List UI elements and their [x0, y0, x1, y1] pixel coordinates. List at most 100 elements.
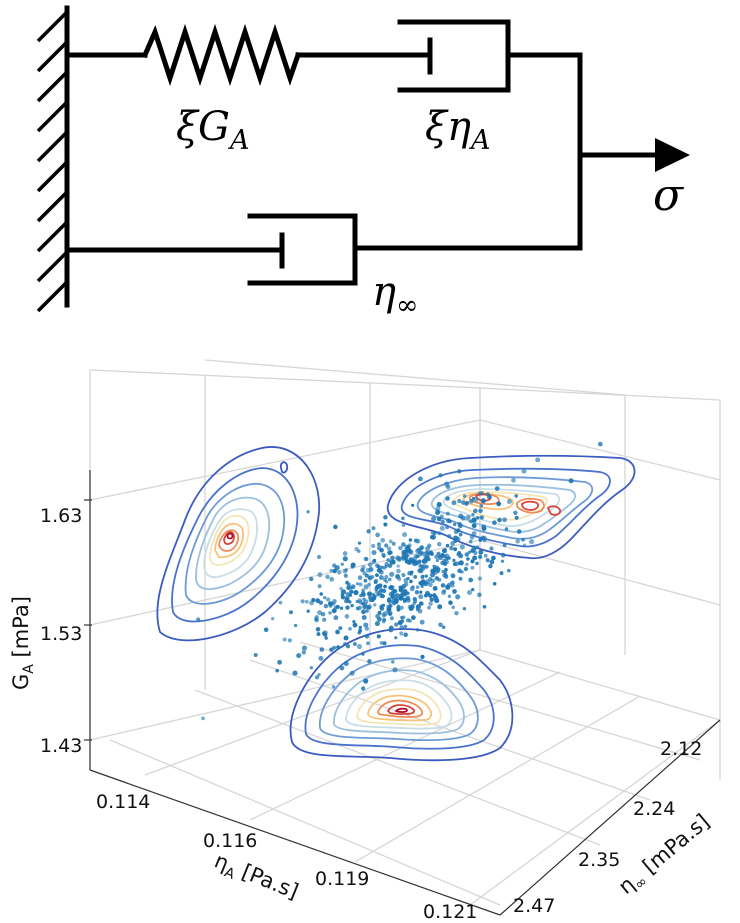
scatter-point	[428, 593, 433, 598]
scatter-point	[367, 562, 373, 567]
scatter-point	[514, 515, 519, 520]
scatter-point	[462, 607, 467, 611]
scatter-point	[387, 610, 393, 616]
scatter-point	[502, 543, 507, 548]
scatter-point	[475, 561, 479, 566]
scatter-point	[500, 552, 506, 558]
scatter-point	[382, 617, 387, 623]
scatter-point	[384, 575, 389, 579]
scatter-point	[382, 611, 388, 617]
scatter-point	[317, 554, 321, 559]
scatter-point	[388, 627, 394, 633]
scatter-point	[383, 522, 388, 527]
scatter-point	[390, 555, 395, 561]
scatter-point	[381, 552, 386, 558]
scatter-point	[399, 631, 404, 636]
scatter-point	[333, 615, 339, 621]
scatter-point	[406, 559, 412, 565]
scatter-point	[319, 592, 323, 596]
scatter-point	[445, 525, 450, 530]
scatter-point	[427, 605, 431, 610]
scatter-point	[379, 594, 384, 599]
scatter-point	[339, 665, 345, 671]
scatter-point	[478, 549, 484, 555]
scatter-point	[357, 575, 363, 581]
scatter-point	[341, 589, 346, 595]
scatter-point	[415, 538, 421, 544]
scatter-point	[421, 563, 427, 569]
scatter-point	[358, 625, 363, 630]
scatter-point	[457, 469, 462, 474]
scatter-point	[439, 525, 445, 531]
scatter-point	[401, 542, 406, 547]
chart-3d: 1.63 1.53 1.43 GA [mPa] 0.114 0.116 0.11…	[9, 359, 721, 923]
scatter-point	[479, 515, 484, 520]
scatter-point	[400, 615, 404, 620]
scatter-point	[419, 619, 425, 625]
scatter-point	[408, 605, 414, 611]
scatter-point	[393, 597, 399, 603]
scatter-point	[471, 517, 477, 523]
scatter-point	[377, 616, 382, 622]
scatter-point	[468, 577, 474, 583]
scatter-point	[410, 559, 415, 564]
scatter-point	[376, 545, 382, 551]
scatter-point	[379, 641, 384, 645]
scatter-point	[427, 543, 432, 548]
scatter-point	[424, 574, 428, 578]
scatter-point	[357, 541, 362, 545]
contour-left-wall	[156, 446, 320, 642]
scatter-point	[358, 582, 363, 587]
scatter-point	[415, 627, 420, 632]
scatter-point	[323, 603, 329, 609]
scatter-point	[511, 477, 516, 483]
scatter-point	[396, 607, 401, 612]
scatter-point	[389, 585, 394, 589]
y-tick-label: 2.35	[578, 849, 620, 871]
scatter-point	[363, 622, 369, 628]
scatter-point	[336, 645, 341, 650]
scatter-point	[417, 608, 423, 614]
scatter-point	[331, 685, 336, 689]
z-tick-label: 1.43	[40, 735, 82, 757]
wall-hatching	[36, 10, 69, 313]
z-tick-label: 1.53	[40, 623, 82, 645]
scatter-point	[403, 632, 408, 638]
scatter-point	[451, 605, 455, 610]
scatter-point	[437, 531, 442, 536]
scatter-point	[435, 510, 441, 515]
scatter-point	[374, 586, 379, 591]
scatter-point	[377, 564, 381, 569]
scatter-point	[287, 638, 292, 643]
scatter-point	[438, 622, 443, 628]
scatter-point	[506, 498, 512, 505]
y-axis-label: η∞ [mPa.s]	[614, 809, 717, 902]
scatter-point	[386, 598, 392, 603]
scatter-point	[380, 565, 384, 569]
scatter-point	[350, 586, 354, 590]
scatter-point	[314, 617, 319, 623]
scatter-point	[423, 581, 428, 586]
scatter-point	[401, 523, 406, 527]
scatter-point	[396, 568, 401, 574]
scatter-point	[468, 498, 474, 504]
scatter-point	[451, 584, 455, 588]
scatter-point	[344, 568, 348, 572]
scatter-point	[338, 626, 343, 630]
scatter-point	[405, 595, 411, 601]
scatter-point	[390, 595, 395, 599]
scatter-point	[380, 537, 386, 543]
scatter-point	[500, 559, 505, 563]
scatter-point	[322, 617, 327, 622]
scatter-point	[340, 562, 344, 566]
scatter-points	[196, 441, 603, 721]
scatter-point	[502, 517, 507, 523]
scatter-point	[346, 585, 351, 591]
scatter-point	[366, 591, 373, 597]
scatter-point	[477, 576, 482, 581]
scatter-point	[479, 491, 484, 496]
scatter-point	[414, 554, 418, 558]
scatter-point	[361, 608, 367, 615]
scatter-point	[396, 604, 401, 608]
scatter-point	[466, 589, 473, 596]
